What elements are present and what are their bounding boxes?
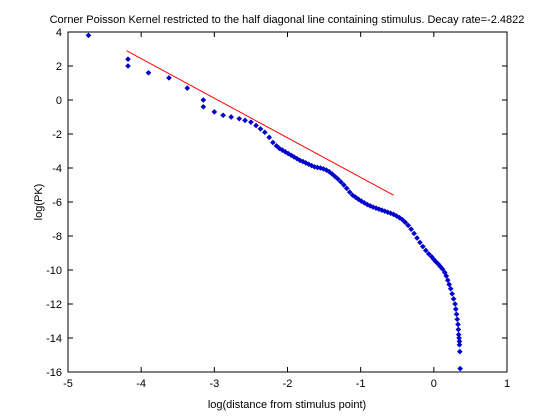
y-tick-label: -16 [46,367,62,379]
data-point [269,139,276,146]
y-tick-label: -2 [52,129,62,141]
data-point [399,216,406,223]
data-point [85,32,92,39]
data-point [125,63,131,69]
data-point [302,160,309,166]
data-point [282,148,289,155]
data-point [340,182,347,188]
data-point [248,119,254,125]
data-point [317,165,324,171]
y-tick-label: -12 [46,299,62,311]
data-point [452,301,458,307]
data-point [329,171,336,177]
data-point [236,115,243,122]
y-tick-label: -14 [46,333,62,345]
data-point [257,126,264,132]
data-point [450,296,457,302]
data-point [242,117,248,124]
data-point [425,250,432,257]
y-tick-label: -10 [46,265,62,277]
data-point [444,277,451,284]
data-point [449,290,456,297]
data-point [405,222,412,229]
data-point [419,243,426,250]
data-point [355,196,362,203]
x-tick-label: -4 [136,378,146,390]
data-point [125,56,131,63]
data-point [414,235,420,241]
data-point [253,122,259,129]
data-point [308,162,315,169]
data-point [326,168,333,175]
data-point [390,211,397,218]
data-point [446,281,453,288]
data-point [220,112,226,119]
data-point [443,273,450,279]
data-point [454,316,461,323]
data-point [456,348,463,355]
x-tick-label: 1 [504,378,510,390]
data-point [379,207,385,214]
data-point [411,230,417,237]
data-point [364,201,371,208]
data-point [381,208,388,215]
data-point [291,154,297,160]
data-point [447,285,454,292]
data-point [285,150,292,157]
data-point [200,97,207,103]
series-layer [85,32,464,372]
data-point [422,247,429,254]
data-point [408,226,415,233]
tick-marks [67,31,508,373]
chart-title: Corner Poisson Kernel restricted to the … [50,14,525,26]
data-point [273,143,280,149]
x-tick-label: -3 [209,378,219,390]
data-point [402,219,409,226]
y-tick-label: 4 [56,27,62,39]
data-point [373,205,379,212]
data-point [276,145,283,152]
y-axis-label: log(PK) [33,184,45,221]
x-tick-label: -5 [63,378,73,390]
data-point [211,109,218,115]
data-point [343,185,350,192]
x-tick-label: -2 [283,378,293,390]
data-point [320,165,327,172]
data-point [452,306,459,312]
y-tick-label: 0 [56,95,62,107]
x-tick-label: -1 [356,378,366,390]
data-point [166,75,172,81]
y-tick-label: -8 [52,231,62,243]
x-tick-label: 0 [431,378,437,390]
data-point [439,266,446,273]
plot-area [67,31,508,373]
data-point [417,239,423,246]
y-tick-labels: 4 2 0 -2 -4 -6 -8 -10 -12 -14 -16 [46,27,62,379]
data-point [145,69,152,76]
y-tick-label: -4 [52,163,62,175]
data-point [261,129,268,136]
data-point [457,365,464,372]
data-point [456,341,463,348]
x-tick-labels: -5 -4 -3 -2 -1 0 1 [63,378,510,390]
data-point [299,158,306,165]
data-point [184,85,191,91]
x-axis-label: log(distance from stimulus point) [208,399,366,411]
data-point [266,134,273,141]
data-point [335,176,341,182]
data-point [346,189,353,196]
data-point [338,179,344,185]
y-tick-label: -6 [52,197,62,209]
data-point [453,311,460,318]
y-tick-label: 2 [56,61,62,73]
data-point [228,114,235,120]
fit-line [126,50,394,196]
data-point [200,103,207,110]
data-point [294,155,300,162]
